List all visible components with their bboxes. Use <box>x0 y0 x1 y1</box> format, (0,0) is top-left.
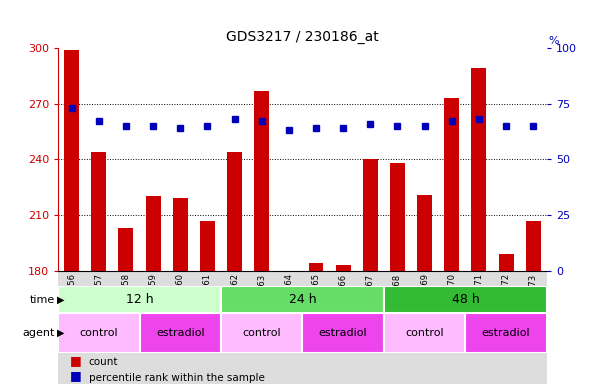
Text: 24 h: 24 h <box>288 293 316 306</box>
Bar <box>139 271 167 384</box>
Text: ■: ■ <box>70 354 82 367</box>
Bar <box>167 271 194 384</box>
Bar <box>411 271 438 384</box>
Title: GDS3217 / 230186_at: GDS3217 / 230186_at <box>226 30 379 44</box>
Bar <box>221 271 248 384</box>
Bar <box>85 271 112 384</box>
Text: ■: ■ <box>70 369 82 382</box>
Bar <box>302 271 329 384</box>
Text: %: % <box>548 36 558 46</box>
Text: 12 h: 12 h <box>126 293 153 306</box>
Bar <box>64 50 79 271</box>
Bar <box>417 195 432 271</box>
Text: control: control <box>79 328 118 338</box>
Bar <box>200 220 215 271</box>
Bar <box>466 271 492 384</box>
Bar <box>390 163 405 271</box>
Text: time: time <box>30 295 55 305</box>
Bar <box>499 254 514 271</box>
Bar <box>357 271 384 384</box>
Text: 48 h: 48 h <box>452 293 479 306</box>
Text: agent: agent <box>23 328 55 338</box>
Text: control: control <box>405 328 444 338</box>
Bar <box>492 271 520 384</box>
Text: control: control <box>243 328 281 338</box>
Text: count: count <box>89 358 118 367</box>
Bar <box>119 228 133 271</box>
Bar <box>91 152 106 271</box>
Bar <box>444 98 459 271</box>
Bar <box>438 271 466 384</box>
Bar <box>363 159 378 271</box>
Bar <box>58 271 85 384</box>
Bar <box>472 68 486 271</box>
Bar <box>384 271 411 384</box>
Text: ▶: ▶ <box>57 328 65 338</box>
Bar <box>335 265 351 271</box>
Bar <box>276 271 302 384</box>
Bar <box>329 271 357 384</box>
Bar <box>221 286 384 313</box>
Bar <box>254 91 269 271</box>
Text: estradiol: estradiol <box>482 328 530 338</box>
Bar <box>309 263 323 271</box>
Bar <box>139 313 221 353</box>
Bar <box>194 271 221 384</box>
Bar <box>384 313 466 353</box>
Bar <box>248 271 276 384</box>
Bar <box>302 313 384 353</box>
Bar <box>58 313 139 353</box>
Bar <box>526 220 541 271</box>
Text: percentile rank within the sample: percentile rank within the sample <box>89 373 265 383</box>
Bar <box>173 199 188 271</box>
Bar <box>466 313 547 353</box>
Bar <box>384 286 547 313</box>
Bar <box>145 197 161 271</box>
Bar <box>227 152 242 271</box>
Bar <box>221 313 302 353</box>
Bar <box>112 271 139 384</box>
Bar <box>58 286 221 313</box>
Bar <box>520 271 547 384</box>
Text: estradiol: estradiol <box>319 328 367 338</box>
Text: ▶: ▶ <box>57 295 65 305</box>
Text: estradiol: estradiol <box>156 328 205 338</box>
